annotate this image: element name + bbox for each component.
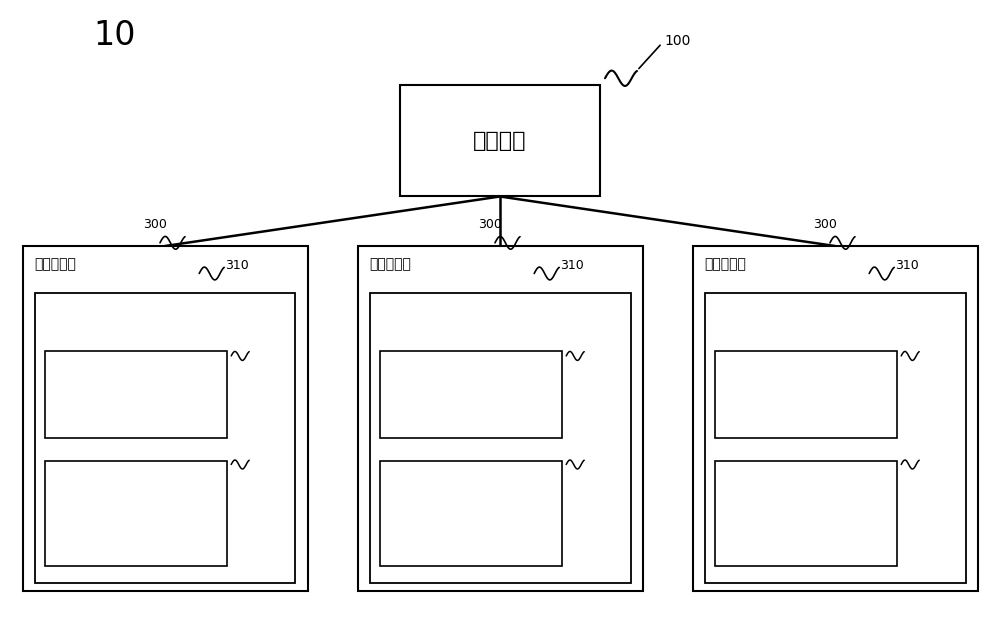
Bar: [714, 351, 897, 438]
Bar: [370, 293, 631, 583]
Text: 变电站厂站: 变电站厂站: [704, 258, 746, 272]
Text: 数据处理模组: 数据处理模组: [783, 388, 828, 401]
Text: 宽频测量装置: 宽频测量装置: [45, 299, 90, 312]
Bar: [45, 351, 227, 438]
Text: 300: 300: [143, 219, 167, 231]
Bar: [714, 461, 897, 566]
Bar: [704, 293, 966, 583]
Text: 330: 330: [251, 341, 273, 354]
Text: 变电站厂站: 变电站厂站: [370, 258, 411, 272]
Text: 300: 300: [813, 219, 837, 231]
Bar: [23, 246, 308, 591]
Bar: [380, 461, 562, 566]
Text: 数据处理模组: 数据处理模组: [448, 388, 493, 401]
Text: ...: ...: [908, 394, 929, 412]
Bar: [692, 246, 978, 591]
Text: 320: 320: [251, 450, 273, 463]
Text: 宽频电信号采
集模组: 宽频电信号采 集模组: [783, 500, 828, 528]
Text: 330: 330: [921, 341, 943, 354]
Text: 数据处理模组: 数据处理模组: [113, 388, 158, 401]
Text: 320: 320: [921, 450, 943, 463]
Text: 调度主站: 调度主站: [473, 130, 527, 151]
Text: 宽频测量装置: 宽频测量装置: [380, 299, 425, 312]
Text: ...: ...: [573, 394, 594, 412]
Bar: [400, 85, 600, 197]
Text: 330: 330: [586, 341, 608, 354]
Text: 宽频电信号采
集模组: 宽频电信号采 集模组: [448, 500, 493, 528]
Text: 310: 310: [225, 259, 249, 272]
Bar: [358, 246, 643, 591]
Bar: [380, 351, 562, 438]
Text: 100: 100: [664, 35, 690, 48]
Bar: [45, 461, 227, 566]
Text: ...: ...: [238, 394, 259, 412]
Text: 300: 300: [478, 219, 502, 231]
Bar: [35, 293, 295, 583]
Text: 10: 10: [94, 19, 136, 52]
Text: 宽频电信号采
集模组: 宽频电信号采 集模组: [113, 500, 158, 528]
Text: 宽频测量装置: 宽频测量装置: [714, 299, 760, 312]
Text: 320: 320: [586, 450, 608, 463]
Text: 310: 310: [560, 259, 584, 272]
Text: 变电站厂站: 变电站厂站: [35, 258, 76, 272]
Text: 310: 310: [895, 259, 919, 272]
